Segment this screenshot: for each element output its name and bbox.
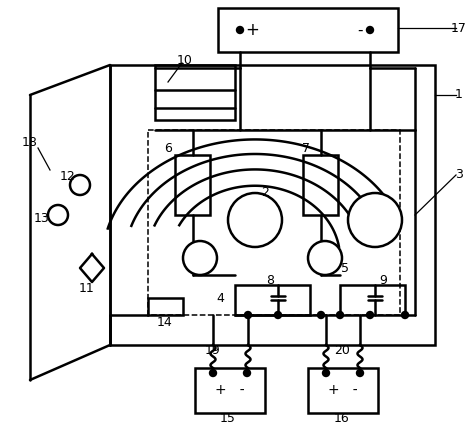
Circle shape: [401, 311, 409, 319]
Text: 3: 3: [455, 168, 463, 181]
Bar: [155, 65, 235, 120]
Text: 16: 16: [334, 412, 350, 423]
Circle shape: [366, 27, 374, 33]
Text: 20: 20: [334, 343, 350, 357]
Text: 10: 10: [177, 53, 193, 66]
Text: 15: 15: [220, 412, 236, 423]
Bar: [235, 285, 310, 315]
Bar: [340, 285, 405, 315]
Circle shape: [210, 370, 217, 376]
Bar: [218, 8, 398, 52]
Circle shape: [318, 311, 325, 319]
Bar: [148, 298, 183, 315]
Circle shape: [274, 311, 282, 319]
Text: 18: 18: [22, 135, 38, 148]
Text: -: -: [357, 22, 363, 38]
Text: 12: 12: [60, 170, 76, 184]
Circle shape: [322, 370, 329, 376]
Text: 7: 7: [302, 142, 310, 154]
Text: +: +: [245, 21, 259, 39]
Text: 19: 19: [205, 343, 221, 357]
Circle shape: [366, 311, 374, 319]
Text: 2: 2: [261, 186, 269, 198]
Bar: [195, 368, 265, 413]
Circle shape: [245, 311, 252, 319]
Bar: [175, 155, 210, 215]
Text: 14: 14: [157, 316, 173, 329]
Circle shape: [48, 205, 68, 225]
Text: 8: 8: [266, 274, 274, 286]
Text: +   -: + -: [328, 383, 358, 397]
Bar: [110, 65, 435, 345]
Circle shape: [308, 241, 342, 275]
Bar: [308, 368, 378, 413]
Text: 9: 9: [379, 274, 387, 286]
Text: 13: 13: [34, 212, 50, 225]
Text: +   -: + -: [215, 383, 245, 397]
Circle shape: [228, 193, 282, 247]
Text: 1: 1: [455, 88, 463, 102]
Circle shape: [70, 175, 90, 195]
Text: 6: 6: [164, 142, 172, 154]
Bar: [148, 130, 400, 315]
Circle shape: [356, 370, 364, 376]
Text: 5: 5: [341, 261, 349, 275]
Bar: [303, 155, 338, 215]
Circle shape: [348, 193, 402, 247]
Text: 11: 11: [79, 281, 95, 294]
Circle shape: [337, 311, 344, 319]
Text: 17: 17: [451, 22, 467, 35]
Circle shape: [237, 27, 244, 33]
Text: 4: 4: [216, 291, 224, 305]
Circle shape: [244, 370, 250, 376]
Circle shape: [183, 241, 217, 275]
